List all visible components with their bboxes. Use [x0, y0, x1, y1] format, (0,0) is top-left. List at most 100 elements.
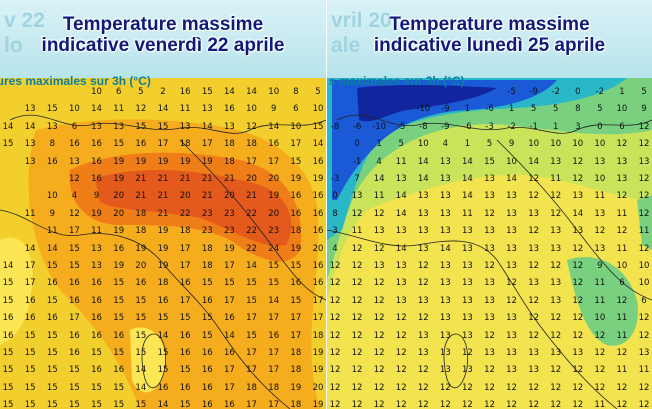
temperature-value: 10 — [312, 104, 324, 115]
temperature-value: 12 — [638, 400, 650, 409]
map-subtitle: s maximales sur 3h (°C) — [329, 74, 465, 88]
temperature-value: 12 — [528, 191, 540, 202]
temperature-value: 12 — [329, 313, 341, 324]
temperature-value: 19 — [113, 261, 125, 271]
temperature-value: 14 — [246, 261, 257, 271]
temperature-value: 12 — [528, 226, 540, 237]
temperature-value: 13 — [462, 278, 473, 289]
temperature-value: 18 — [135, 208, 147, 219]
temperature-value: 12 — [616, 191, 628, 202]
temperature-value: 12 — [550, 400, 562, 409]
temperature-value: 19 — [312, 400, 324, 409]
temperature-value: 15 — [69, 261, 80, 271]
temperature-value: 15 — [24, 400, 36, 409]
temperature-value: 15 — [91, 382, 102, 393]
temperature-value: 13 — [550, 156, 562, 167]
title-line-2: indicative lunedì 25 aprile — [373, 35, 606, 56]
temperature-value: 17 — [179, 243, 191, 254]
temperature-value: 17 — [246, 348, 257, 358]
temperature-value: 12 — [351, 348, 363, 358]
temperature-value: 17 — [224, 382, 235, 393]
temperature-value: 13 — [506, 261, 517, 271]
temperature-value: 16 — [290, 278, 302, 289]
temperature-field-map — [0, 78, 326, 409]
temperature-value: 16 — [312, 191, 324, 202]
temperature-value: 12 — [638, 139, 650, 150]
temperature-value: 14 — [224, 330, 235, 341]
temperature-value: 16 — [91, 156, 102, 167]
temperature-value: -2 — [551, 87, 560, 97]
temperature-value: 18 — [290, 226, 302, 237]
temperature-value: 15 — [484, 156, 495, 167]
temperature-value: 14 — [24, 121, 36, 132]
temperature-value: 12 — [528, 382, 540, 393]
temperature-value: 15 — [135, 295, 147, 306]
temperature-value: 4 — [442, 139, 449, 150]
temperature-value: 17 — [312, 313, 324, 324]
temperature-value: 16 — [201, 382, 213, 393]
temperature-value: 17 — [268, 365, 280, 376]
temperature-value: 17 — [246, 400, 257, 409]
temperature-value: 15 — [69, 400, 80, 409]
temperature-value: 19 — [224, 243, 235, 254]
temperature-value: 15 — [24, 330, 36, 341]
temperature-value: 12 — [395, 313, 407, 324]
temperature-value: 21 — [201, 191, 213, 202]
temperature-value: 6 — [619, 121, 625, 132]
temperature-value: 13 — [506, 330, 517, 341]
temperature-value: 0 — [332, 191, 338, 202]
temperature-value: 16 — [135, 139, 147, 150]
temperature-value: 18 — [268, 382, 280, 393]
temperature-value: 13 — [506, 226, 517, 237]
temperature-value: 13 — [462, 295, 473, 306]
temperature-value: 16 — [69, 139, 80, 150]
temperature-value: 15 — [46, 330, 58, 341]
temperature-value: 13 — [462, 365, 473, 376]
temperature-value: 19 — [135, 243, 147, 254]
temperature-value: 13 — [24, 139, 36, 150]
temperature-value: 13 — [550, 278, 562, 289]
temperature-value: 22 — [246, 208, 257, 219]
temperature-value: 12 — [246, 121, 257, 132]
map-title: Temperature massime indicative venerdì 2… — [0, 14, 326, 56]
temperature-value: 13 — [506, 191, 517, 202]
temperature-value: 19 — [290, 174, 302, 184]
temperature-value: 13 — [550, 295, 562, 306]
temperature-value: 16 — [157, 382, 169, 393]
temperature-value: 12 — [616, 295, 628, 306]
temperature-value: 12 — [572, 330, 584, 341]
temperature-value: 19 — [113, 226, 125, 237]
temperature-value: 19 — [312, 348, 324, 358]
temperature-value: 12 — [528, 295, 540, 306]
temperature-value: 12 — [373, 208, 385, 219]
temperature-value: 12 — [616, 348, 628, 358]
temperature-value: 12 — [395, 330, 407, 341]
temperature-value: 4 — [376, 156, 382, 167]
temperature-value: 13 — [462, 330, 473, 341]
temperature-value: 13 — [594, 208, 606, 219]
temperature-value: 14 — [2, 121, 14, 132]
temperature-value: 12 — [638, 243, 650, 254]
temperature-value: 21 — [157, 208, 169, 219]
temperature-value: 19 — [157, 243, 169, 254]
temperature-value: 12 — [484, 382, 495, 393]
temperature-value: 16 — [312, 208, 324, 219]
temperature-value: 16 — [224, 348, 235, 358]
temperature-value: 15 — [157, 365, 169, 376]
temperature-value: 19 — [157, 156, 169, 167]
temperature-value: 7 — [354, 174, 360, 184]
temperature-value: 12 — [638, 208, 650, 219]
temperature-value: 16 — [224, 104, 235, 115]
temperature-value: 12 — [572, 295, 584, 306]
temperature-value: 16 — [179, 278, 191, 289]
temperature-value: 16 — [2, 330, 14, 341]
coldest-core — [357, 85, 497, 122]
temperature-value: 14 — [46, 243, 58, 254]
temperature-value: 15 — [24, 365, 36, 376]
temperature-value: 12 — [616, 226, 628, 237]
temperature-value: 14 — [91, 104, 102, 115]
temperature-value: 14 — [246, 87, 257, 97]
temperature-value: 16 — [69, 278, 80, 289]
temperature-value: 15 — [2, 139, 14, 150]
temperature-value: 12 — [135, 104, 147, 115]
